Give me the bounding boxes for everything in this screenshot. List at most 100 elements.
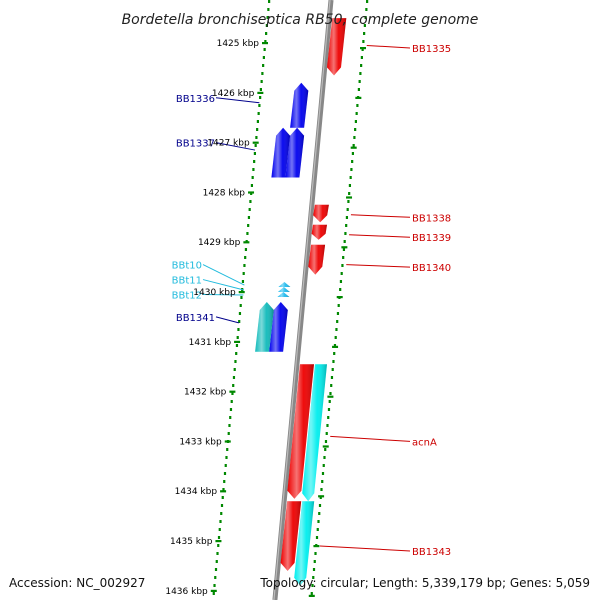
major-tick-inner bbox=[229, 390, 236, 393]
tick-label-1432: 1432 kbp bbox=[184, 388, 227, 398]
gene-acnA-shade bbox=[287, 364, 314, 499]
tick-dot bbox=[352, 144, 355, 147]
tick-dot bbox=[225, 456, 228, 459]
gene-BB1343-shade bbox=[294, 501, 315, 586]
tick-dot bbox=[263, 48, 266, 51]
tick-dot bbox=[221, 496, 224, 499]
tick-dot bbox=[214, 568, 218, 571]
leader-BBt10 bbox=[202, 264, 245, 286]
major-tick-inner bbox=[210, 589, 217, 592]
tick-label-1428: 1428 kbp bbox=[203, 188, 246, 198]
label-BB1341: BB1341 bbox=[176, 313, 215, 324]
major-tick-inner bbox=[224, 440, 231, 443]
leader-BB1339 bbox=[349, 234, 411, 238]
tick-dot bbox=[348, 184, 352, 187]
tick-dot bbox=[233, 368, 236, 371]
gene-BB1337-shade bbox=[285, 127, 305, 178]
leader-BB1341 bbox=[215, 316, 239, 324]
tick-dot bbox=[344, 232, 347, 235]
major-tick-outer bbox=[360, 47, 366, 50]
tick-dot bbox=[354, 128, 357, 131]
tick-dot bbox=[357, 88, 360, 91]
tick-dot bbox=[335, 328, 338, 331]
tick-dot bbox=[234, 360, 237, 363]
tick-dot bbox=[247, 224, 250, 227]
tick-dot bbox=[322, 464, 325, 467]
tick-dot bbox=[219, 520, 222, 523]
tick-dot bbox=[251, 176, 254, 179]
tick-dot bbox=[253, 152, 257, 155]
major-tick-inner bbox=[215, 540, 222, 543]
tick-dot-rings bbox=[210, 0, 369, 597]
tick-dot bbox=[333, 344, 337, 347]
tick-dot bbox=[318, 512, 321, 515]
tick-dot bbox=[312, 576, 315, 579]
tick-dot bbox=[334, 336, 337, 339]
tick-dot bbox=[244, 248, 248, 251]
tick-dot bbox=[358, 80, 361, 83]
tick-dot bbox=[223, 480, 226, 483]
tick-dot bbox=[261, 72, 264, 75]
tick-dot bbox=[236, 336, 239, 339]
gene-BBt11-shade bbox=[277, 287, 290, 292]
major-tick-inner bbox=[262, 42, 268, 45]
tick-label-1429: 1429 kbp bbox=[198, 238, 241, 248]
label-BB1336: BB1336 bbox=[176, 94, 215, 105]
tick-dot bbox=[227, 432, 230, 435]
tick-dot bbox=[347, 200, 350, 203]
tick-dot bbox=[362, 40, 365, 43]
major-tick-outer bbox=[308, 594, 315, 597]
gene-BB1336-shade bbox=[290, 82, 309, 128]
tick-dot bbox=[252, 168, 255, 171]
tick-dot bbox=[246, 232, 249, 235]
tick-dot bbox=[330, 376, 334, 379]
tick-dot bbox=[359, 72, 362, 75]
tick-dot bbox=[257, 112, 260, 115]
tick-dot bbox=[360, 64, 363, 67]
tick-label-1434: 1434 kbp bbox=[175, 487, 218, 497]
gene-labels: BB1335 BB1336 BB1337 BB1338 BB1339 BB1340 BBt1… bbox=[172, 44, 452, 558]
label-BB1338: BB1338 bbox=[412, 213, 451, 224]
tick-dot bbox=[339, 280, 343, 283]
backbone-highlight bbox=[273, 0, 331, 600]
tick-dot bbox=[235, 352, 238, 355]
tick-dot bbox=[337, 304, 340, 307]
tick-dot bbox=[356, 104, 359, 107]
tick-dot bbox=[353, 136, 356, 139]
tick-dot bbox=[250, 184, 254, 187]
tick-dot bbox=[313, 560, 316, 563]
tick-dot bbox=[354, 120, 358, 123]
tick-dot bbox=[339, 288, 342, 291]
major-tick-inner bbox=[257, 91, 264, 94]
tick-dot bbox=[242, 272, 245, 275]
tick-dot bbox=[229, 408, 233, 411]
gene-acnA-shade bbox=[302, 364, 327, 502]
tick-dot bbox=[345, 216, 349, 219]
tick-dot bbox=[331, 368, 334, 371]
tick-dot bbox=[343, 240, 346, 243]
tick-dot bbox=[254, 144, 257, 147]
tick-dot bbox=[232, 376, 236, 379]
major-tick-outer bbox=[327, 395, 334, 398]
tick-dot bbox=[326, 424, 329, 427]
tick-dot bbox=[366, 0, 369, 3]
major-tick-inner bbox=[234, 340, 241, 343]
tick-dot bbox=[363, 24, 366, 27]
tick-dot bbox=[340, 272, 343, 275]
tick-dot bbox=[238, 312, 242, 315]
tick-dot bbox=[323, 456, 326, 459]
tick-dot bbox=[321, 472, 325, 475]
tick-dot bbox=[321, 480, 324, 483]
label-BB1343: BB1343 bbox=[412, 547, 451, 558]
tick-dot bbox=[253, 160, 256, 163]
gene-BB1341-shade bbox=[255, 302, 274, 352]
tick-dot bbox=[230, 400, 233, 403]
tick-dot bbox=[214, 576, 217, 579]
gene-BBt12-shade bbox=[277, 292, 290, 297]
tick-dot bbox=[345, 224, 348, 227]
gene-BB1340-shade bbox=[308, 244, 326, 275]
tick-dot bbox=[316, 528, 319, 531]
tick-dot bbox=[327, 416, 330, 419]
tick-dot bbox=[224, 464, 227, 467]
tick-dot bbox=[218, 528, 221, 531]
